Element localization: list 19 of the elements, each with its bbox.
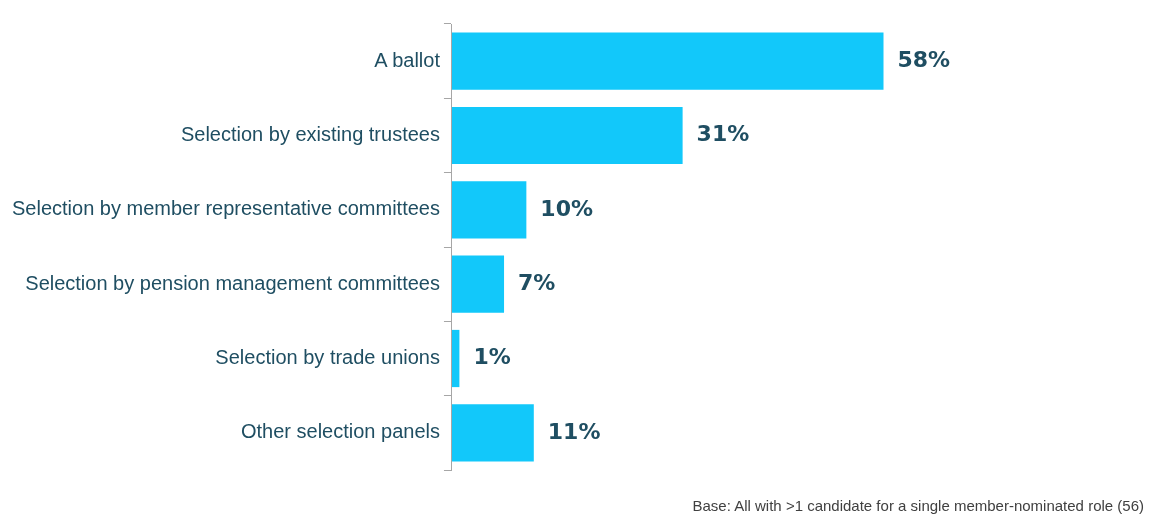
bar <box>451 404 534 462</box>
bar <box>451 255 505 313</box>
y-tick-label: Other selection panels <box>240 420 440 443</box>
bar <box>451 329 460 388</box>
text: Base: All with >1 candidate for a single member-nominated role (56) <box>692 496 1144 514</box>
y-tick-label: Selection by existing trustees <box>180 123 440 146</box>
data-label: 31% <box>696 121 750 147</box>
bar <box>451 106 683 165</box>
y-tick-label: Selection by trade unions <box>215 346 440 369</box>
data-label: 7% <box>518 269 556 295</box>
data-label: 10% <box>540 195 594 221</box>
y-tick-label: A ballot <box>374 48 441 71</box>
y-tick-label: Selection by pension management committees <box>25 271 440 294</box>
bar <box>451 181 527 239</box>
data-label: 11% <box>547 418 601 444</box>
bar <box>451 32 884 90</box>
y-tick-label: Selection by member representative committees <box>11 197 440 220</box>
data-label: 1% <box>473 344 511 370</box>
data-label: 58% <box>897 46 951 72</box>
